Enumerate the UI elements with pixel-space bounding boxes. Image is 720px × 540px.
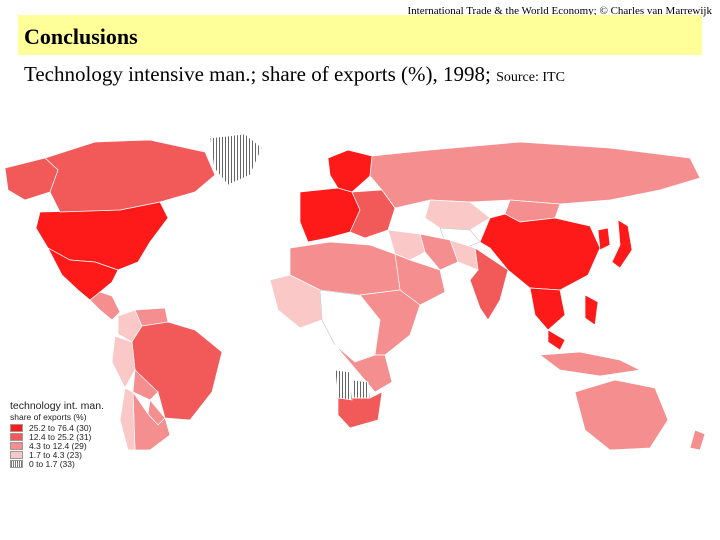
region-argentina: [132, 390, 171, 450]
slide-title: Conclusions: [24, 24, 138, 49]
region-mexico: [47, 247, 119, 301]
region-australia: [574, 379, 669, 450]
legend-swatch: [10, 450, 23, 459]
legend-swatch: [10, 459, 23, 468]
legend-item: 4.3 to 12.4 (29): [10, 440, 160, 451]
region-peru: [111, 335, 136, 389]
region-russia: [369, 141, 701, 209]
region-alaska: [4, 157, 59, 201]
title-band: [18, 15, 702, 55]
region-korea: [597, 227, 611, 251]
world-map: [4, 133, 706, 450]
region-scandinavia: [327, 149, 373, 193]
copyright-author: © Charles van Marrewijk: [599, 5, 712, 17]
legend-label: 0 to 1.7 (33): [29, 458, 75, 469]
legend-item: 12.4 to 25.2 (31): [10, 431, 160, 442]
region-canada: [44, 139, 216, 213]
region-western-europe: [299, 187, 361, 243]
source-note: Source: ITC: [496, 70, 565, 85]
region-thailand-indochina: [529, 287, 566, 331]
legend-label: 4.3 to 12.4 (29): [29, 440, 87, 451]
region-namibia: [334, 369, 353, 401]
legend-subtitle: share of exports (%): [10, 412, 87, 422]
region-kazakhstan: [424, 199, 491, 231]
legend-title: technology int. man.: [10, 400, 104, 412]
legend-item: 0 to 1.7 (33): [10, 458, 160, 469]
region-japan: [611, 219, 633, 269]
region-new-zealand: [689, 429, 706, 450]
legend-item: 25.2 to 76.4 (30): [10, 422, 160, 433]
region-malaysia-philippines: [547, 294, 599, 351]
legend-label: 12.4 to 25.2 (31): [29, 431, 92, 442]
legend-label: 1.7 to 4.3 (23): [29, 449, 82, 460]
course-title: International Trade & the World Economy;: [407, 5, 597, 17]
region-indonesia: [539, 351, 642, 377]
legend-swatch: [10, 423, 23, 432]
subtitle-text: Technology intensive man.; share of expo…: [24, 62, 491, 86]
region-guatemala-central-america: [89, 291, 121, 321]
legend-swatch: [10, 432, 23, 441]
region-southern-africa: [334, 344, 393, 393]
slide-subtitle: Technology intensive man.; share of expo…: [24, 62, 565, 87]
region-iran: [419, 233, 459, 271]
region-greenland: [209, 133, 263, 186]
region-chile: [119, 387, 136, 450]
legend-swatch: [10, 441, 23, 450]
legend-item: 1.7 to 4.3 (23): [10, 449, 160, 460]
legend-label: 25.2 to 76.4 (30): [29, 422, 92, 433]
region-china: [479, 213, 601, 291]
map-legend: technology int. man. share of exports (%…: [10, 400, 160, 469]
region-middle-east: [387, 229, 426, 261]
slide-header: International Trade & the World Economy;…: [407, 5, 712, 17]
region-india: [469, 247, 509, 321]
region-botswana: [351, 379, 371, 399]
region-east-africa: [359, 289, 421, 356]
